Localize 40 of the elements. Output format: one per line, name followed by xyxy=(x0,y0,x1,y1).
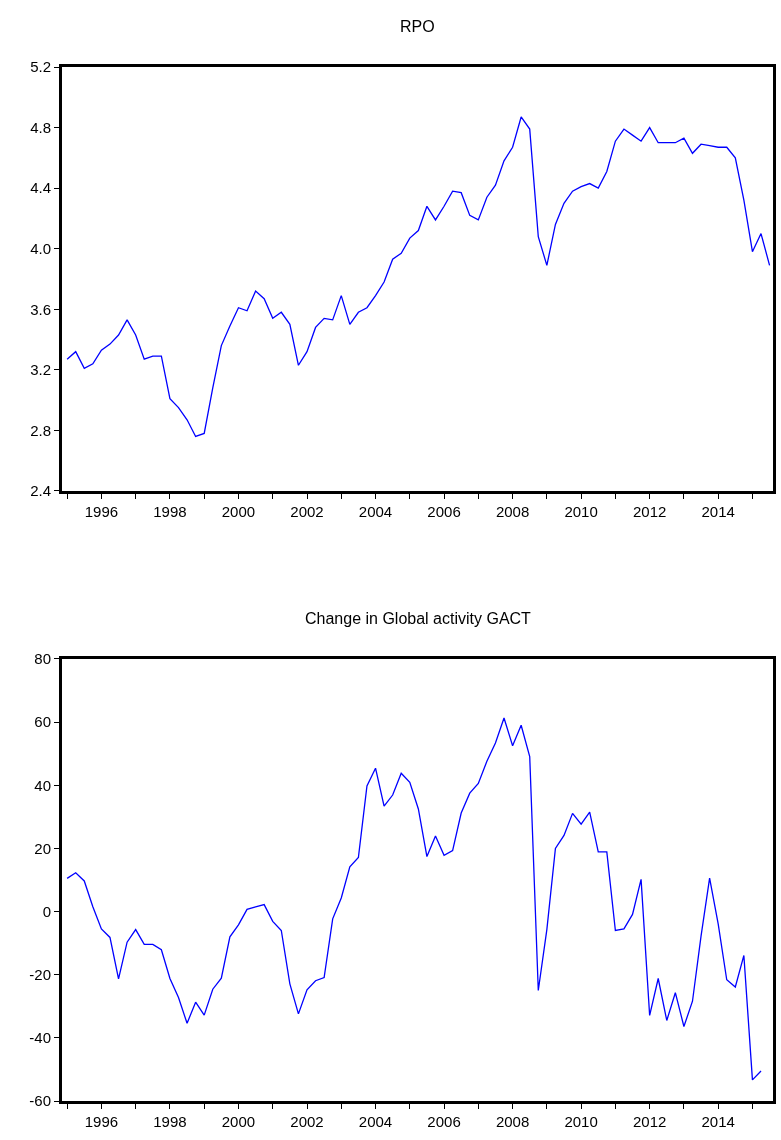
line-series xyxy=(66,116,771,438)
y-tick-label: 2.4 xyxy=(30,482,51,500)
chart-title: Change in Global activity GACT xyxy=(305,610,532,627)
x-tick-label: 2002 xyxy=(290,502,324,520)
y-tick-label: -60 xyxy=(29,1092,51,1110)
x-tick-label: 2014 xyxy=(701,502,735,520)
y-tick-label: 0 xyxy=(42,902,51,920)
y-tick-label: 40 xyxy=(34,776,51,794)
y-tick-label: 3.2 xyxy=(30,361,51,379)
x-tick-label: 2000 xyxy=(221,1113,256,1130)
x-tick-label: 1996 xyxy=(84,1113,119,1130)
y-tick-label: -40 xyxy=(29,1029,51,1047)
y-tick-label: 2.8 xyxy=(30,421,51,439)
y-tick-label: 60 xyxy=(34,713,51,731)
x-tick-label: 2012 xyxy=(632,502,667,520)
x-tick-label: 2010 xyxy=(564,502,598,520)
y-tick-label: 3.6 xyxy=(30,300,51,318)
y-tick-label: 4.0 xyxy=(30,239,51,257)
y-tick-label: 4.8 xyxy=(30,118,51,136)
x-tick-label: 2014 xyxy=(701,1113,735,1130)
x-tick-label: 2006 xyxy=(427,502,461,520)
x-tick-label: 2004 xyxy=(358,1113,393,1130)
x-tick-label: 2012 xyxy=(632,1113,667,1130)
x-tick-label: 2008 xyxy=(495,1113,530,1130)
x-tick-label: 2006 xyxy=(427,1113,461,1130)
y-tick-label: 4.4 xyxy=(30,179,51,197)
x-tick-label: 1996 xyxy=(84,502,119,520)
chart-title: RPO xyxy=(400,18,435,35)
x-tick-label: 1998 xyxy=(153,502,187,520)
x-tick-label: 2008 xyxy=(495,502,530,520)
x-tick-label: 2002 xyxy=(290,1113,324,1130)
y-tick-label: 80 xyxy=(34,650,51,668)
line-series xyxy=(66,717,762,1081)
x-tick-label: 2010 xyxy=(564,1113,598,1130)
y-tick-label: 5.2 xyxy=(30,58,51,76)
x-tick-label: 2000 xyxy=(221,502,256,520)
x-tick-label: 1998 xyxy=(153,1113,187,1130)
y-tick-label: -20 xyxy=(29,965,51,983)
y-tick-label: 20 xyxy=(34,839,51,857)
x-tick-label: 2004 xyxy=(358,502,393,520)
